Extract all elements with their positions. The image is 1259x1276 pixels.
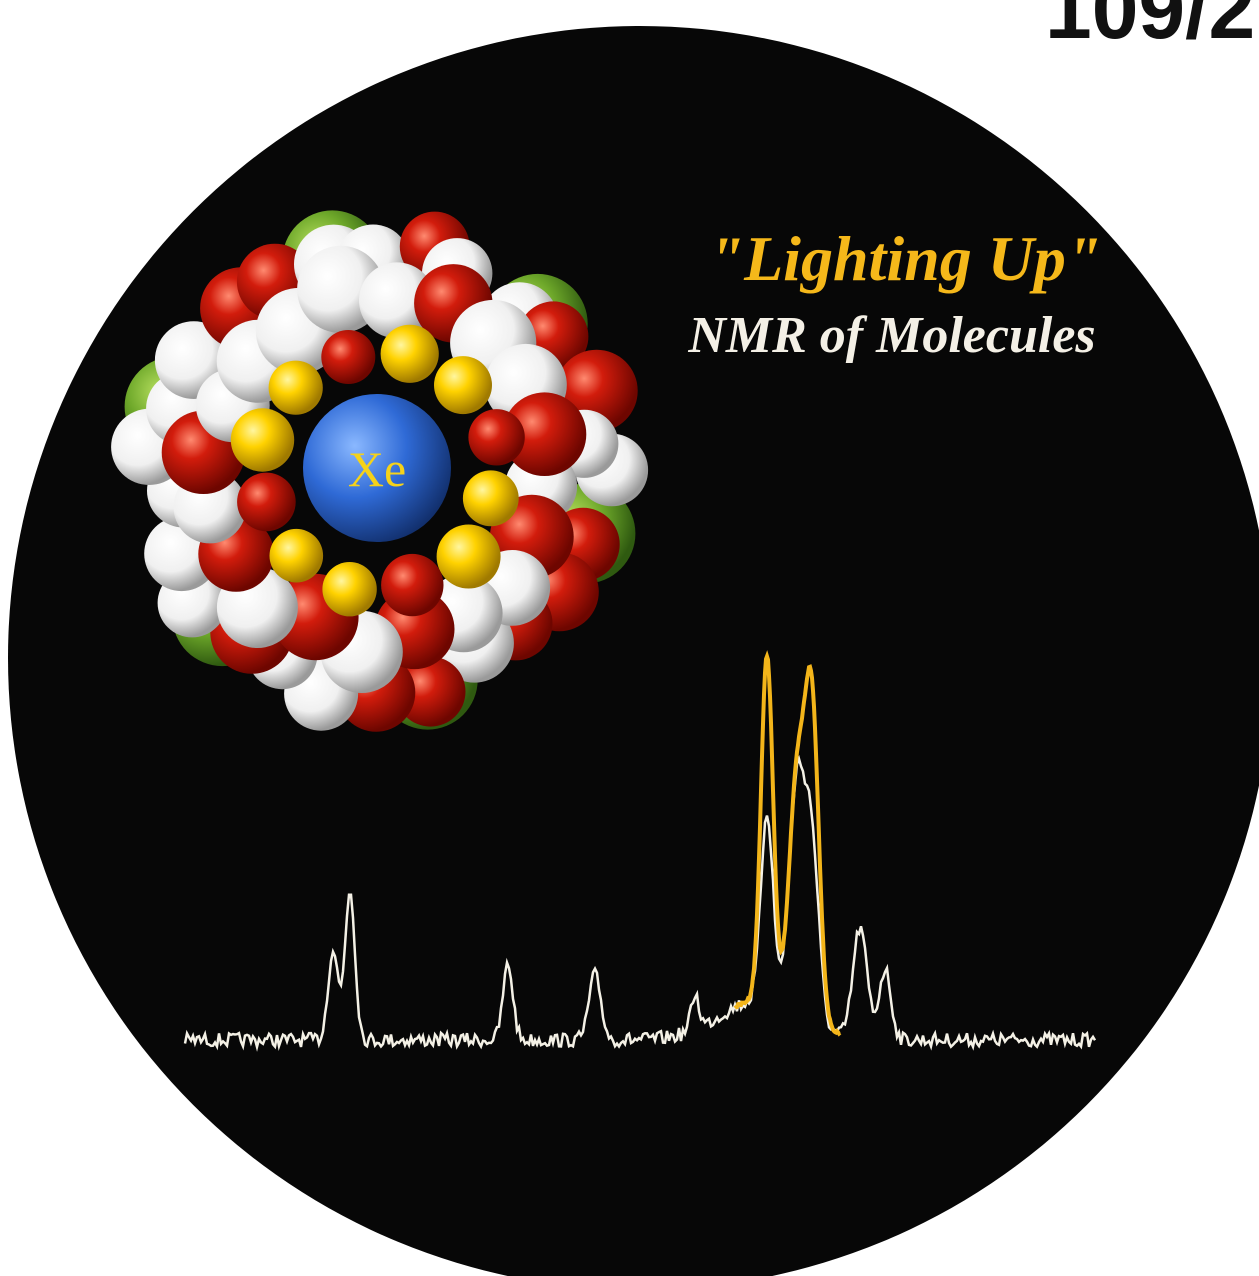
atom-sphere <box>269 528 324 583</box>
atom-sphere <box>468 409 525 466</box>
atom-sphere <box>321 330 376 384</box>
atom-sphere <box>230 408 295 472</box>
spectrum-white <box>183 754 1097 1052</box>
atom-sphere <box>237 472 296 532</box>
atom-sphere <box>322 562 377 617</box>
issue-number: 109/2 <box>1045 0 1255 56</box>
atom-label: Xe <box>348 441 406 497</box>
molecule <box>111 210 649 732</box>
spectrum-yellow <box>733 650 842 1037</box>
title: "Lighting Up" <box>709 223 1102 294</box>
atom-sphere <box>268 360 323 415</box>
atom-sphere <box>380 324 439 383</box>
xenon-atom <box>303 394 451 542</box>
atom-sphere <box>359 262 435 339</box>
nmr-spectrum <box>183 650 1097 1052</box>
atom-sphere <box>381 553 444 617</box>
atom-sphere <box>502 392 587 477</box>
atom-sphere <box>436 524 501 589</box>
atom-sphere <box>395 656 466 727</box>
atom-sphere <box>434 356 492 415</box>
subtitle: NMR of Molecules <box>687 307 1095 364</box>
atom-sphere <box>462 470 519 527</box>
